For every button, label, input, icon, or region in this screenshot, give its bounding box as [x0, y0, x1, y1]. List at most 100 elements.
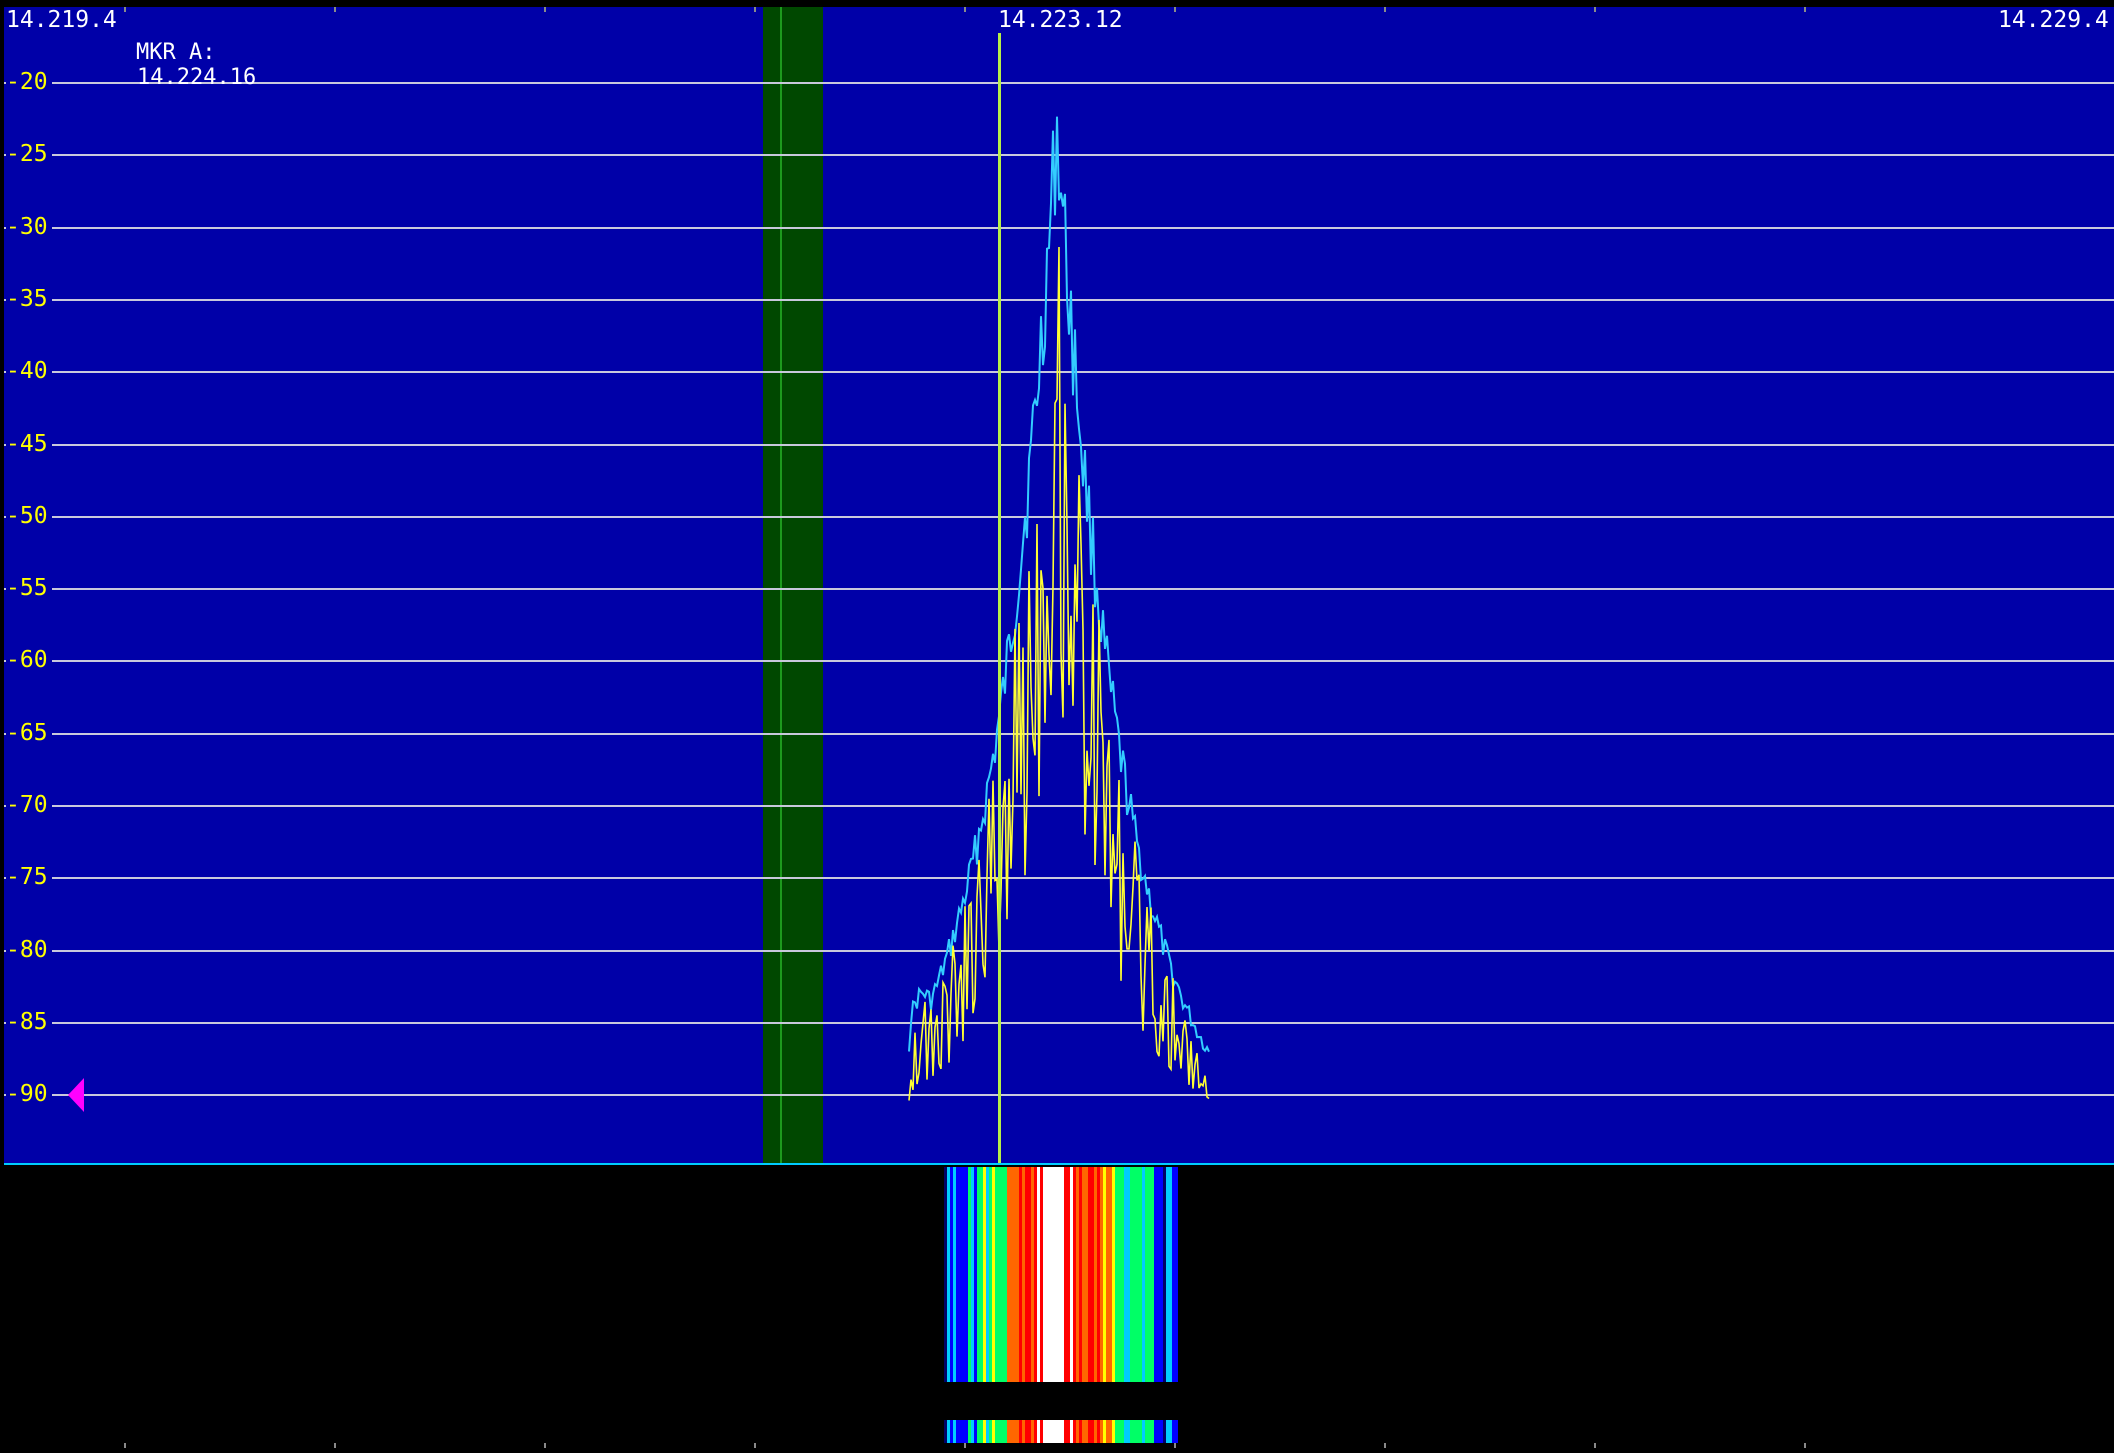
waterfall-column [1079, 1167, 1082, 1382]
dbm-scale-label: -75 [6, 866, 52, 889]
waterfall-column [1025, 1167, 1028, 1382]
waterfall-column [1109, 1420, 1112, 1443]
grid-line [4, 516, 2114, 518]
dbm-scale-label: -20 [6, 71, 52, 94]
waterfall-column [1121, 1167, 1124, 1382]
waterfall-column [983, 1167, 986, 1382]
dbm-scale-label: -25 [6, 143, 52, 166]
grid-line [4, 877, 2114, 879]
frequency-tick [334, 7, 336, 12]
grid-line [4, 660, 2114, 662]
waterfall-column [989, 1167, 992, 1382]
vfo-tune-marker[interactable] [998, 33, 1001, 1165]
waterfall-column [1010, 1167, 1013, 1382]
waterfall-column [1016, 1420, 1019, 1443]
waterfall-column [1040, 1167, 1043, 1382]
waterfall-column [1094, 1420, 1097, 1443]
waterfall-column [1118, 1167, 1121, 1382]
waterfall-column [1064, 1420, 1067, 1443]
grid-line [4, 82, 2114, 84]
waterfall-column [1130, 1167, 1133, 1382]
waterfall-column [1172, 1167, 1175, 1382]
waterfall-column [1019, 1167, 1022, 1382]
dbm-scale-label: -80 [6, 939, 52, 962]
waterfall-column [995, 1167, 998, 1382]
waterfall-column [989, 1420, 992, 1443]
waterfall-column [1130, 1420, 1133, 1443]
waterfall-column [1175, 1167, 1178, 1382]
waterfall-column [1166, 1420, 1169, 1443]
waterfall-column [1067, 1420, 1070, 1443]
waterfall-column [1067, 1167, 1070, 1382]
waterfall-column [1001, 1420, 1004, 1443]
marker-a-frequency: 14.224.16 [137, 65, 257, 90]
waterfall-display[interactable] [4, 1167, 2114, 1448]
waterfall-column [956, 1167, 959, 1382]
waterfall-column [1070, 1420, 1073, 1443]
waterfall-column [1046, 1420, 1049, 1443]
waterfall-column [1028, 1420, 1031, 1443]
grid-line [4, 1094, 2114, 1096]
waterfall-column [1040, 1420, 1043, 1443]
dbm-scale-label: -85 [6, 1011, 52, 1034]
waterfall-column [1031, 1167, 1034, 1382]
frequency-tick [1594, 1443, 1596, 1448]
waterfall-column [950, 1167, 953, 1382]
waterfall-column [1139, 1167, 1142, 1382]
waterfall-column [983, 1420, 986, 1443]
waterfall-column [1136, 1420, 1139, 1443]
waterfall-column [1109, 1167, 1112, 1382]
waterfall-column [1169, 1167, 1172, 1382]
waterfall-column [1007, 1167, 1010, 1382]
frequency-tick [334, 1443, 336, 1448]
waterfall-column [1145, 1420, 1148, 1443]
panadapter-display[interactable]: -20 -25 -30 -35 -40 -45 -50 -55 -60 -65 -70 -75 -80 -… [4, 7, 2114, 1165]
waterfall-column [1004, 1167, 1007, 1382]
frequency-tick [544, 7, 546, 12]
live-spectrum-trace [908, 246, 1210, 1101]
waterfall-column [1160, 1420, 1163, 1443]
waterfall-column [1061, 1420, 1064, 1443]
waterfall-column [1013, 1420, 1016, 1443]
dbm-scale-label: -30 [6, 216, 52, 239]
frequency-tick [754, 7, 756, 12]
waterfall-column [1172, 1420, 1175, 1443]
waterfall-column [1052, 1167, 1055, 1382]
waterfall-column [1100, 1420, 1103, 1443]
waterfall-column [959, 1167, 962, 1382]
grid-line [4, 154, 2114, 156]
dbm-scale-label: -70 [6, 794, 52, 817]
waterfall-column [977, 1420, 980, 1443]
waterfall-column [1121, 1420, 1124, 1443]
waterfall-column [1037, 1167, 1040, 1382]
waterfall-column [1013, 1167, 1016, 1382]
waterfall-column [953, 1167, 956, 1382]
waterfall-column [962, 1167, 965, 1382]
frequency-tick [1594, 7, 1596, 12]
triangle-left-icon[interactable] [68, 1078, 84, 1112]
waterfall-column [1082, 1167, 1085, 1382]
filter-passband[interactable] [763, 7, 823, 1165]
waterfall-column [1097, 1167, 1100, 1382]
waterfall-column [1025, 1420, 1028, 1443]
noise-floor-baseline [4, 1163, 2114, 1165]
waterfall-column [950, 1420, 953, 1443]
peak-hold-trace [908, 116, 1210, 1053]
top-frame [0, 0, 2114, 7]
waterfall-column [1064, 1167, 1067, 1382]
frequency-tick [544, 1443, 546, 1448]
filter-edge-line[interactable] [780, 7, 782, 1165]
waterfall-column [1124, 1420, 1127, 1443]
frequency-tick [1384, 1443, 1386, 1448]
dbm-scale-label: -65 [6, 722, 52, 745]
waterfall-column [1079, 1420, 1082, 1443]
waterfall-column [1046, 1167, 1049, 1382]
waterfall-column [1124, 1167, 1127, 1382]
frequency-tick [124, 1443, 126, 1448]
waterfall-column [1007, 1420, 1010, 1443]
waterfall-image [944, 1167, 1178, 1443]
waterfall-column [1049, 1420, 1052, 1443]
waterfall-column [1103, 1420, 1106, 1443]
waterfall-column [998, 1167, 1001, 1382]
waterfall-column [1133, 1420, 1136, 1443]
